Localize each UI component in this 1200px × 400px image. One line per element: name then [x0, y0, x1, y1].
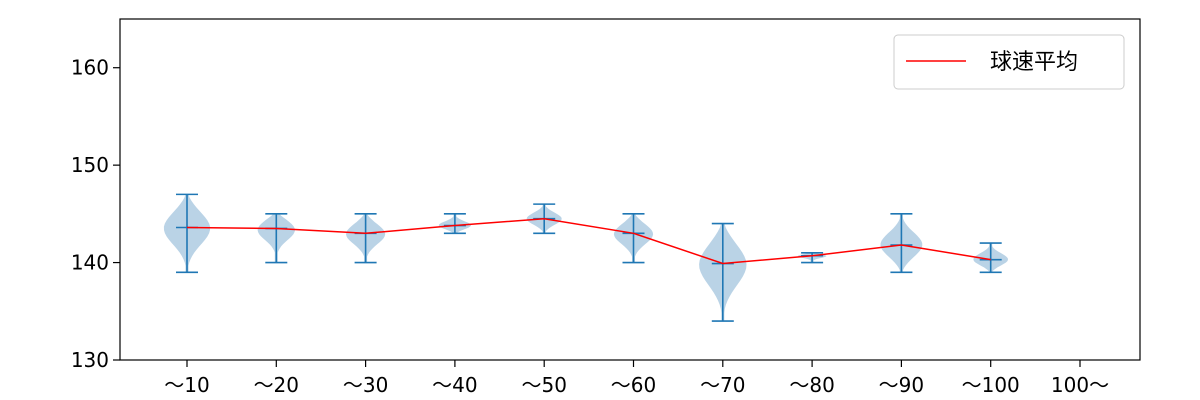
x-tick-label: 〜40 — [432, 373, 477, 397]
x-tick-label: 100〜 — [1051, 373, 1109, 397]
legend-box — [893, 34, 1125, 90]
legend: 球速平均 — [893, 34, 1125, 90]
y-tick-label: 150 — [71, 153, 109, 177]
x-tick-label: 〜60 — [611, 373, 656, 397]
violins — [163, 193, 1008, 322]
x-tick-label: 〜70 — [700, 373, 745, 397]
x-tick-label: 〜30 — [343, 373, 388, 397]
x-tick-label: 〜100 — [962, 373, 1020, 397]
legend-label: 球速平均 — [990, 50, 1078, 75]
x-tick-label: 〜10 — [164, 373, 209, 397]
mean-line-layer — [186, 217, 991, 265]
y-tick-label: 130 — [71, 348, 109, 372]
x-tick-label: 〜80 — [789, 373, 834, 397]
x-tick-label: 〜50 — [521, 373, 566, 397]
y-tick-label: 140 — [71, 251, 109, 275]
y-tick-label: 160 — [71, 56, 109, 80]
x-tick-label: 〜20 — [254, 373, 299, 397]
plot-frame — [119, 18, 1141, 361]
x-tick-label: 〜90 — [879, 373, 924, 397]
y-axis: 130 140 150 160 — [71, 56, 120, 372]
x-axis: 〜10 〜20 〜30 〜40 〜50 〜60 〜70 〜80 〜90 〜100 100〜 — [164, 360, 1109, 397]
mean-speed-line — [186, 217, 991, 265]
